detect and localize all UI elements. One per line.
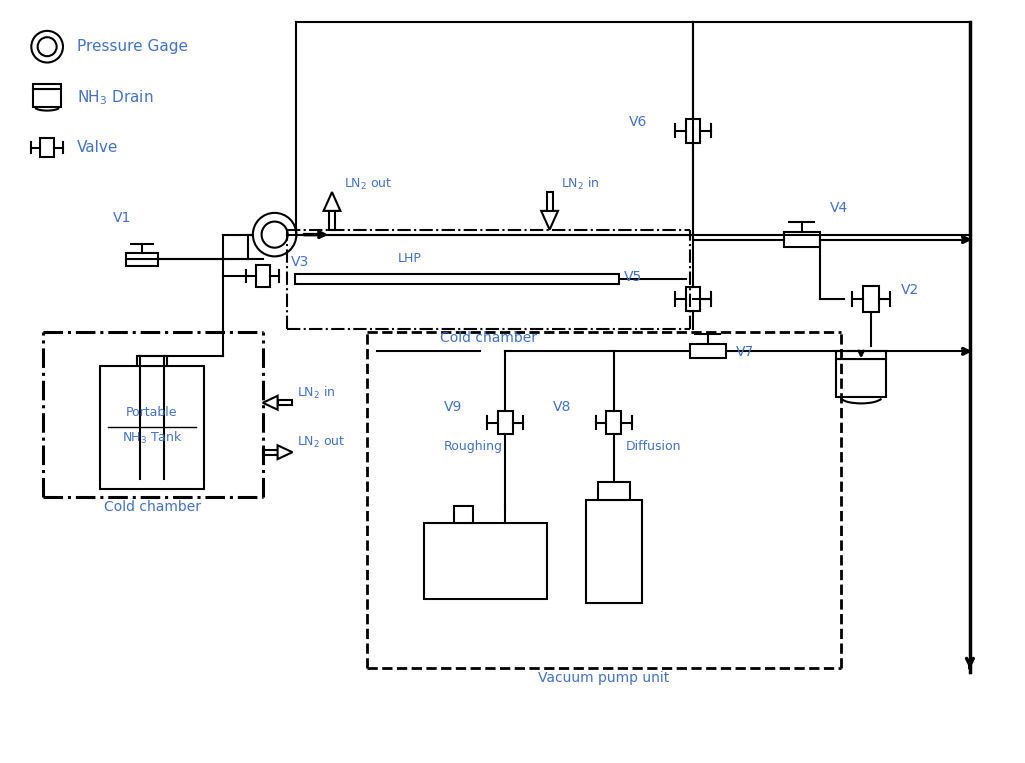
Bar — [863, 286, 879, 311]
Text: NH$_3$ Drain: NH$_3$ Drain — [77, 89, 154, 108]
Bar — [498, 410, 512, 434]
Polygon shape — [541, 211, 558, 230]
Bar — [686, 119, 700, 143]
Text: Cold chamber: Cold chamber — [441, 331, 537, 346]
Text: Valve: Valve — [77, 140, 118, 155]
Bar — [40, 138, 54, 157]
Text: NH$_3$ Tank: NH$_3$ Tank — [122, 430, 182, 446]
Bar — [262, 450, 278, 455]
Text: V8: V8 — [552, 400, 571, 414]
Text: V4: V4 — [829, 201, 848, 215]
Text: V9: V9 — [444, 400, 462, 414]
Bar — [836, 351, 886, 359]
Text: V2: V2 — [901, 283, 919, 297]
Bar — [33, 89, 60, 107]
Bar — [586, 500, 642, 603]
Bar — [546, 192, 552, 211]
Text: Diffusion: Diffusion — [625, 440, 682, 453]
Text: V3: V3 — [290, 256, 309, 269]
Text: V7: V7 — [736, 346, 753, 359]
Bar — [686, 287, 700, 311]
Text: Portable: Portable — [126, 406, 177, 419]
Polygon shape — [278, 446, 292, 459]
Bar — [137, 356, 167, 365]
Text: LHP: LHP — [398, 253, 421, 266]
Text: V1: V1 — [113, 211, 131, 225]
Text: LN$_2$ out: LN$_2$ out — [343, 177, 393, 192]
Text: Cold chamber: Cold chamber — [105, 500, 202, 513]
Text: Roughing: Roughing — [444, 440, 502, 453]
Bar — [33, 84, 60, 89]
Text: Pressure Gage: Pressure Gage — [77, 39, 188, 54]
Text: V6: V6 — [628, 114, 647, 129]
Bar — [424, 523, 546, 599]
Bar — [100, 365, 204, 489]
Text: V5: V5 — [624, 270, 642, 284]
Text: LN$_2$ in: LN$_2$ in — [297, 385, 336, 401]
Bar — [607, 410, 621, 434]
Bar — [256, 265, 270, 287]
Bar — [836, 359, 886, 397]
Bar — [126, 253, 158, 266]
Bar — [278, 401, 292, 405]
Bar — [295, 274, 619, 284]
Polygon shape — [262, 396, 278, 410]
Bar — [690, 344, 726, 359]
Bar — [598, 482, 629, 500]
Text: LN$_2$ out: LN$_2$ out — [297, 435, 345, 450]
Bar — [454, 506, 474, 523]
Text: Vacuum pump unit: Vacuum pump unit — [538, 671, 669, 684]
Text: LN$_2$ in: LN$_2$ in — [562, 176, 600, 192]
Bar — [329, 211, 335, 230]
Bar — [784, 233, 820, 246]
Polygon shape — [324, 192, 340, 211]
